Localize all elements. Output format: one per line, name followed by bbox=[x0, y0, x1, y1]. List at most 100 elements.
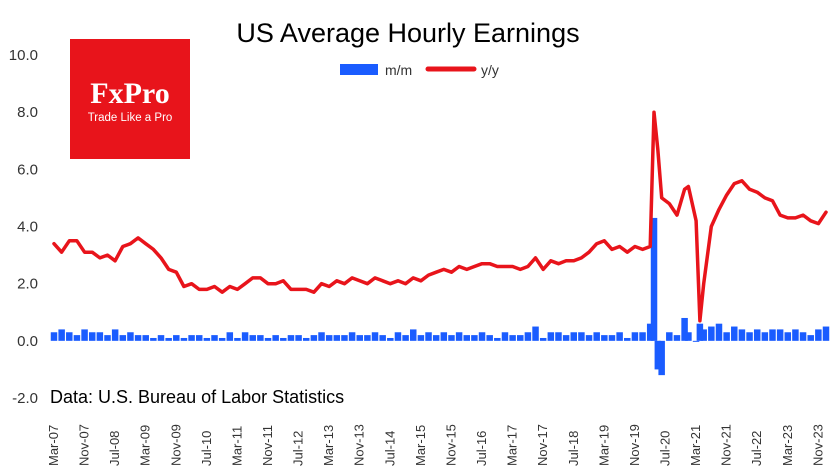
mm-bar bbox=[150, 337, 157, 341]
mm-bar bbox=[302, 337, 310, 341]
x-tick-label: Mar-07 bbox=[46, 425, 61, 466]
mm-bars bbox=[50, 217, 830, 376]
mm-bar bbox=[88, 332, 96, 341]
mm-bar bbox=[310, 335, 318, 341]
mm-bar bbox=[287, 335, 295, 341]
mm-bar bbox=[792, 329, 799, 341]
mm-bar bbox=[165, 337, 172, 341]
mm-bar bbox=[402, 335, 409, 341]
legend-label-mm: m/m bbox=[385, 62, 412, 78]
mm-bar bbox=[341, 335, 348, 341]
mm-bar bbox=[509, 335, 516, 341]
mm-bar bbox=[455, 332, 463, 341]
mm-bar bbox=[188, 335, 195, 341]
mm-bar bbox=[539, 337, 547, 341]
mm-bar bbox=[234, 337, 241, 341]
x-tick-label: Nov-17 bbox=[535, 424, 550, 466]
x-tick-label: Mar-09 bbox=[138, 425, 153, 466]
mm-bar bbox=[127, 332, 134, 341]
mm-bar bbox=[134, 335, 142, 341]
mm-bar bbox=[119, 335, 127, 341]
mm-bar bbox=[692, 340, 700, 342]
x-axis-ticks: Mar-07 Nov-07 Jul-08 Mar-09 Nov-09 Jul-10 Mar-… bbox=[46, 424, 825, 466]
x-tick-label: Nov-23 bbox=[810, 424, 825, 466]
mm-bar bbox=[387, 337, 394, 341]
mm-bar bbox=[708, 326, 715, 341]
mm-bar bbox=[658, 340, 665, 376]
y-tick-label: 8.0 bbox=[17, 104, 38, 121]
mm-bar bbox=[356, 335, 363, 341]
mm-bar bbox=[333, 335, 341, 341]
logo-background bbox=[70, 39, 190, 159]
mm-bar bbox=[486, 335, 493, 341]
mm-bar bbox=[631, 332, 639, 341]
mm-bar bbox=[379, 335, 386, 341]
mm-bar bbox=[799, 332, 807, 341]
mm-bar bbox=[547, 332, 555, 341]
mm-bar bbox=[280, 337, 287, 341]
mm-bar bbox=[371, 332, 379, 341]
x-tick-label: Nov-21 bbox=[719, 424, 734, 466]
yy-line bbox=[52, 110, 828, 323]
mm-bar bbox=[264, 337, 272, 341]
y-tick-label: -2.0 bbox=[12, 390, 38, 407]
mm-bar bbox=[616, 332, 623, 341]
mm-bar bbox=[66, 332, 73, 341]
mm-bar bbox=[562, 335, 570, 341]
mm-bar bbox=[517, 335, 524, 341]
mm-bar bbox=[409, 329, 417, 341]
mm-bar bbox=[432, 335, 440, 341]
x-tick-label: Nov-09 bbox=[168, 424, 183, 466]
source-note: Data: U.S. Bureau of Labor Statistics bbox=[50, 387, 344, 407]
mm-bar bbox=[471, 335, 478, 341]
mm-bar bbox=[608, 335, 616, 341]
mm-bar bbox=[769, 329, 776, 341]
y-tick-label: 4.0 bbox=[17, 219, 38, 236]
mm-bar bbox=[593, 332, 600, 341]
mm-bar bbox=[650, 217, 658, 341]
mm-bar bbox=[685, 332, 692, 341]
mm-bar bbox=[624, 337, 631, 341]
mm-bar bbox=[654, 340, 662, 370]
x-tick-label: Mar-21 bbox=[688, 425, 703, 466]
x-tick-label: Mar-19 bbox=[596, 425, 611, 466]
mm-bar bbox=[601, 335, 608, 341]
mm-bar bbox=[448, 335, 455, 341]
x-tick-label: Jul-22 bbox=[749, 431, 764, 466]
x-tick-label: Jul-16 bbox=[474, 431, 489, 466]
x-tick-label: Nov-15 bbox=[444, 424, 459, 466]
y-tick-label: 0.0 bbox=[17, 333, 38, 350]
y-axis-ticks: 10.0 8.0 6.0 4.0 2.0 0.0 -2.0 bbox=[9, 47, 38, 407]
mm-bar bbox=[58, 329, 65, 341]
mm-bar bbox=[731, 326, 738, 341]
mm-bar bbox=[646, 323, 654, 341]
mm-bar bbox=[111, 329, 119, 341]
mm-bar bbox=[761, 332, 769, 341]
mm-bar bbox=[440, 332, 448, 341]
mm-bar bbox=[494, 337, 501, 341]
mm-bar bbox=[639, 332, 646, 341]
x-tick-label: Nov-19 bbox=[627, 424, 642, 466]
mm-bar bbox=[746, 332, 753, 341]
mm-bar bbox=[195, 335, 203, 341]
x-tick-label: Jul-20 bbox=[658, 431, 673, 466]
chart-title: US Average Hourly Earnings bbox=[236, 18, 579, 48]
mm-bar bbox=[173, 335, 180, 341]
mm-bar bbox=[211, 335, 218, 341]
mm-bar bbox=[203, 337, 211, 341]
mm-bar bbox=[348, 332, 356, 341]
mm-bar bbox=[96, 332, 104, 341]
y-tick-label: 10.0 bbox=[9, 47, 38, 64]
x-tick-label: Mar-17 bbox=[505, 425, 520, 466]
mm-bar bbox=[272, 335, 279, 341]
mm-bar bbox=[681, 317, 688, 341]
mm-bar bbox=[249, 335, 256, 341]
mm-bar bbox=[585, 335, 593, 341]
mm-bar bbox=[700, 329, 707, 341]
mm-bar bbox=[570, 332, 578, 341]
mm-bar bbox=[666, 332, 673, 341]
mm-bar bbox=[478, 332, 486, 341]
legend-swatch-mm bbox=[340, 64, 378, 75]
